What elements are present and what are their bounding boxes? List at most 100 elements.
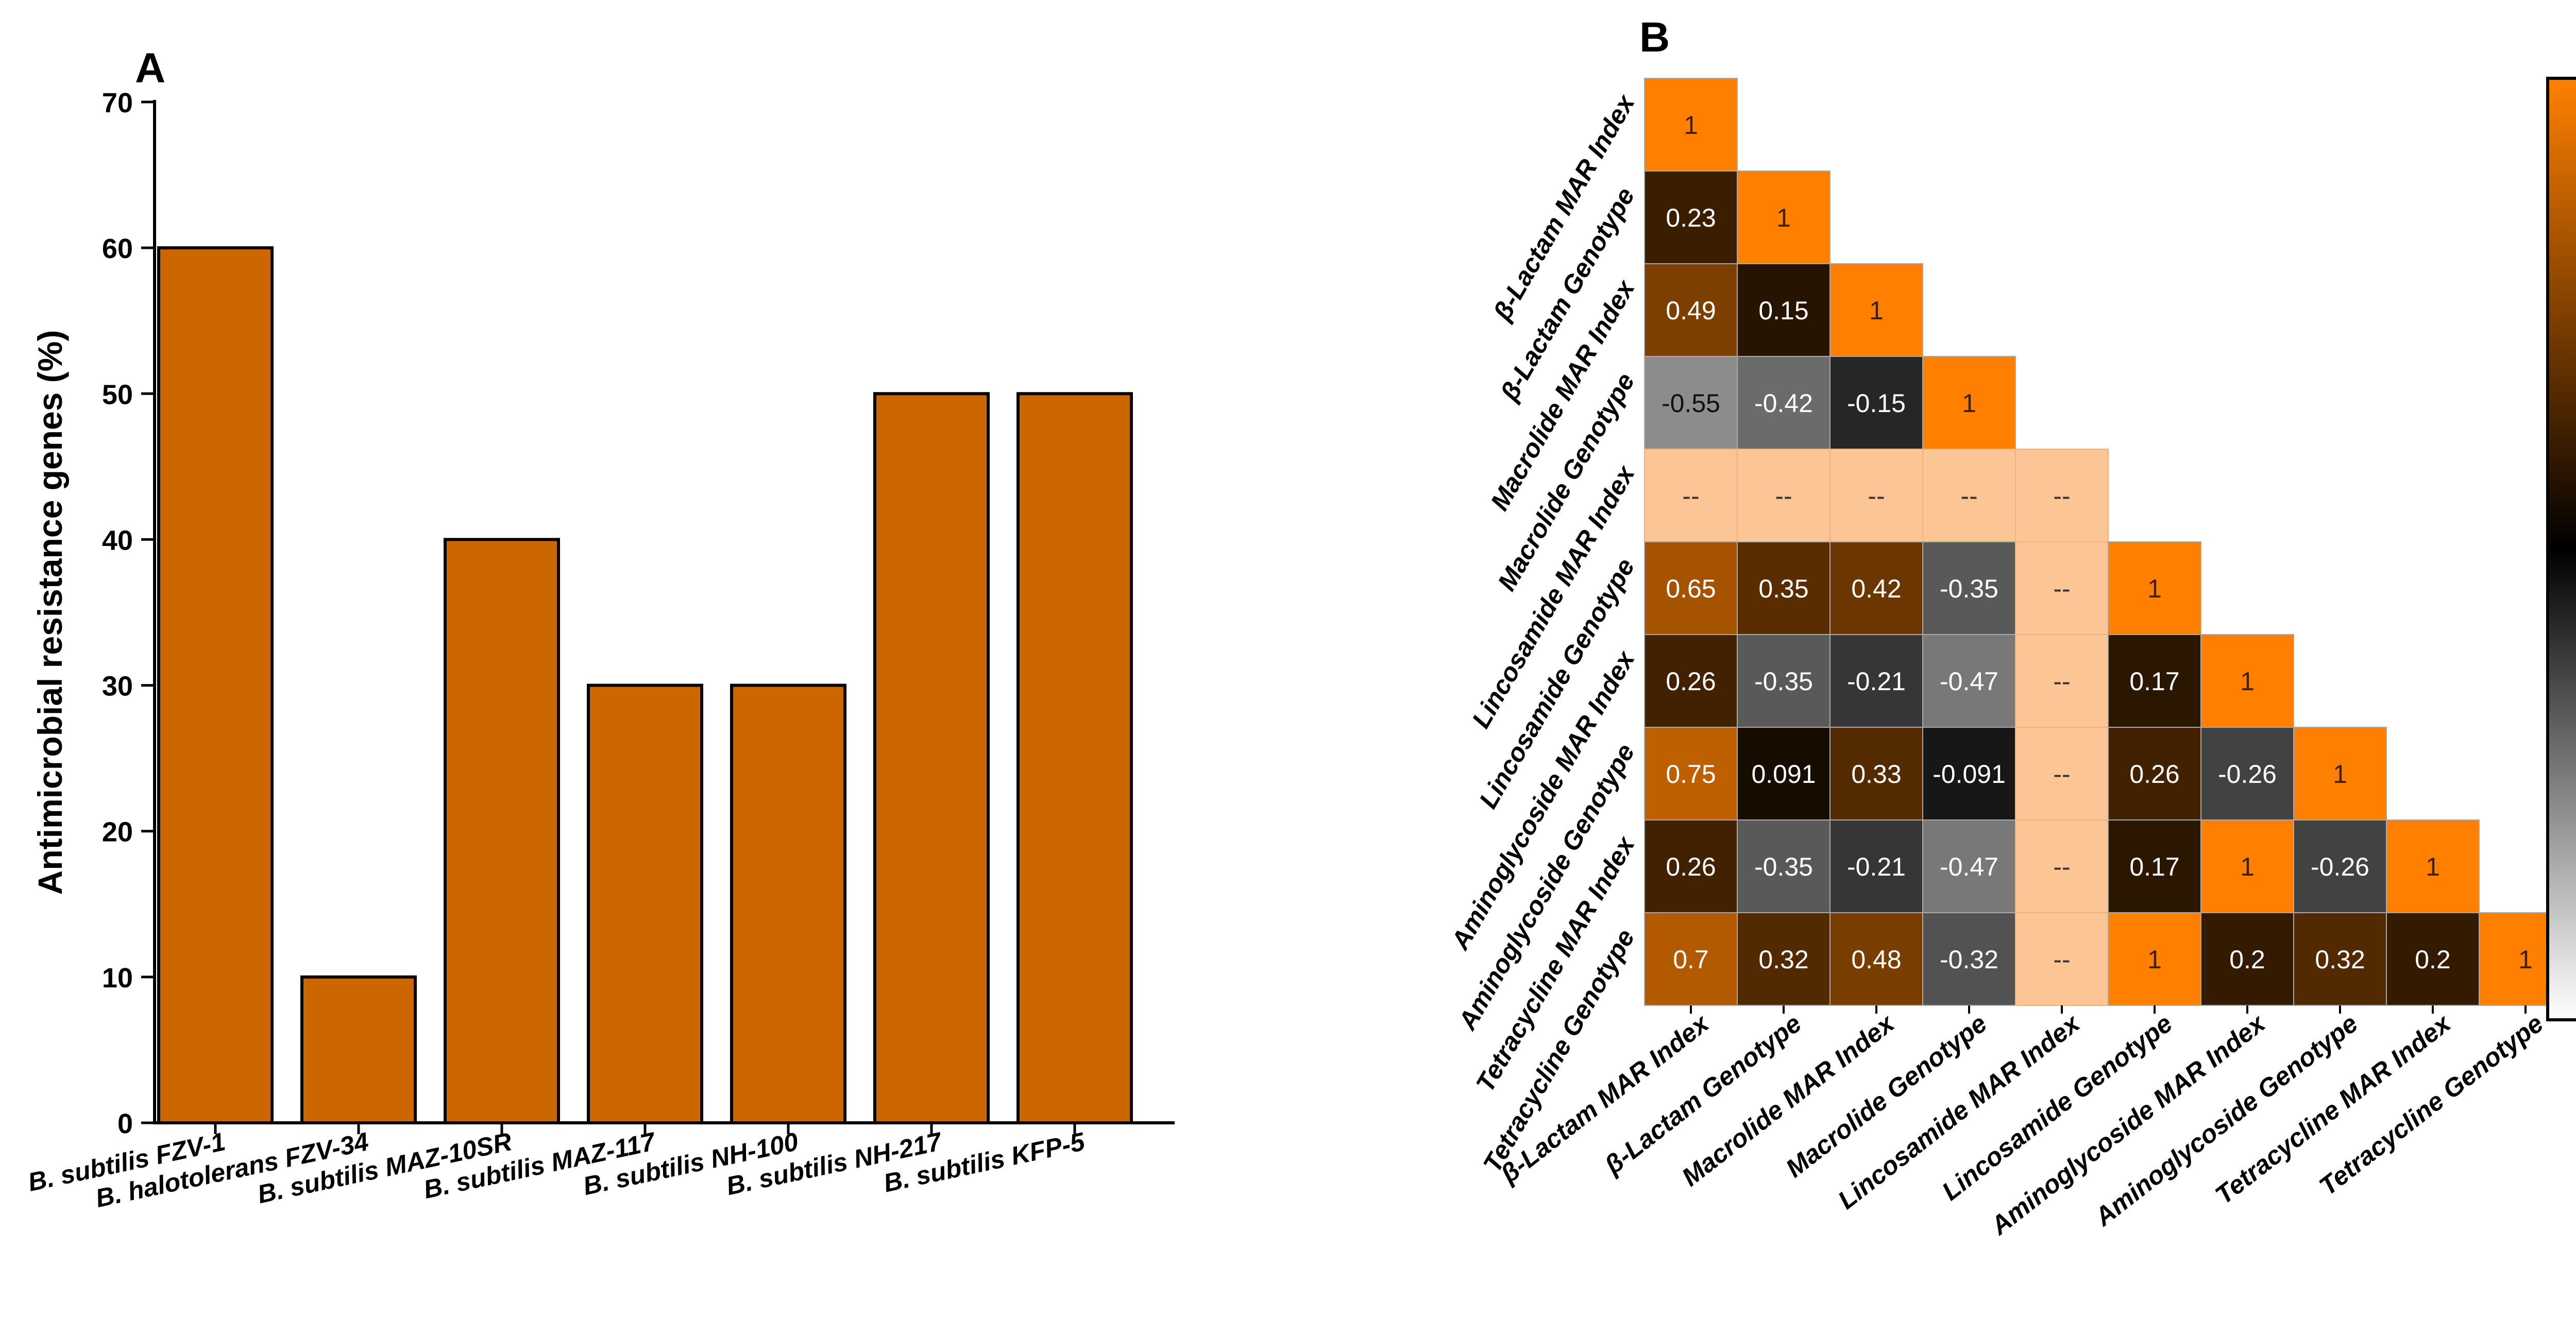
heatmap-cell [2108,819,2201,913]
cell-value: -- [1960,482,1977,510]
cell-value: -0.47 [1940,667,1998,696]
cell-value: 0.26 [2129,760,2179,789]
heatmap-cell [2015,727,2109,820]
cell-value: 1 [2147,574,2162,603]
heatmap-cell [1644,541,1738,635]
cell-value: 0.33 [1851,760,1901,789]
cell-value: 0.65 [1666,574,1716,603]
cell-value: -0.35 [1940,574,1998,603]
cell-value: 0.7 [1673,945,1709,974]
heatmap-cell [1644,727,1738,820]
heatmap-cell [1829,263,1923,357]
heatmap-cell [2108,541,2201,635]
heatmap-cell [1737,449,1831,542]
cell-value: -0.091 [1933,760,2006,789]
heatmap-cell [2200,912,2294,1006]
cell-value: 0.2 [2415,945,2451,974]
y-tick-label: 30 [102,671,133,702]
cell-value: 0.26 [1666,852,1716,881]
cell-value: 0.17 [2129,852,2179,881]
heatmap-cell [1829,541,1923,635]
bar [1016,392,1133,1124]
heatmap-cell [2293,727,2387,820]
cell-value: 1 [2240,667,2255,696]
heatmap-cell [2015,541,2109,635]
heatmap-cell [1829,819,1923,913]
heatmap-cell [1829,634,1923,728]
cell-value: 0.091 [1751,760,1816,789]
cell-value: -- [1868,482,1885,510]
cell-value: 0.26 [1666,667,1716,696]
cell-value: -- [2053,667,2070,696]
colorbar [2546,77,2576,1021]
cell-value: -- [2053,852,2070,881]
bar [444,538,560,1124]
cell-value: 1 [1684,111,1698,140]
y-tick-label: 40 [102,525,133,556]
heatmap-cell [2200,634,2294,728]
cell-value: 1 [2426,852,2440,881]
y-tick-label: 60 [102,233,133,264]
cell-value: 0.35 [1758,574,1808,603]
cell-value: -- [2053,574,2070,603]
cell-value: -- [1682,482,1699,510]
cell-value: -0.21 [1847,852,1906,881]
cell-value: 1 [2333,760,2347,789]
cell-value: 1 [2240,852,2255,881]
y-tick-label: 20 [102,817,133,848]
heatmap-cell [1644,78,1738,172]
heatmap-cell [1737,356,1831,450]
cell-value: 0.32 [1758,945,1808,974]
cell-value: -0.35 [1754,852,1813,881]
heatmap-cell [1737,541,1831,635]
bar [157,246,274,1125]
cell-value: 0.23 [1666,203,1716,232]
cell-value: -0.47 [1940,852,1998,881]
heatmap-cell [1922,912,2016,1006]
cell-value: 1 [2147,945,2162,974]
bar [730,683,846,1124]
cell-value: 0.48 [1851,945,1901,974]
cell-value: -- [2053,945,2070,974]
cell-value: 0.2 [2229,945,2265,974]
bar [873,392,990,1124]
panel-label-a: A [135,45,165,92]
bar [300,975,417,1125]
heatmap-cell [1737,170,1831,264]
heatmap-cell [1737,634,1831,728]
cell-value: -- [2053,482,2070,510]
cell-value: 0.15 [1758,296,1808,325]
heatmap-cell [2108,727,2201,820]
y-tick-label: 70 [102,88,133,118]
cell-value: 0.75 [1666,760,1716,789]
cell-value: -0.21 [1847,667,1906,696]
y-tick-label: 50 [102,379,133,410]
cell-value: 1 [2518,945,2533,974]
cell-value: -0.32 [1940,945,1998,974]
heatmap-cell [1644,449,1738,542]
y-tick-label: 0 [117,1108,133,1139]
heatmap-cell [1829,727,1923,820]
cell-value: 0.32 [2315,945,2365,974]
heatmap-cell [2386,819,2480,913]
heatmap-cell [1922,819,2016,913]
cell-value: -- [1775,482,1792,510]
heatmap-cell [2015,634,2109,728]
cell-value: -0.26 [2311,852,2369,881]
cell-value: -- [2053,760,2070,789]
cell-value: 1 [1776,203,1791,232]
cell-value: 1 [1869,296,1884,325]
cell-value: -0.26 [2218,760,2277,789]
y-axis-title: Antimicrobial resistance genes (%) [31,330,69,895]
cell-value: -0.55 [1662,389,1720,418]
cell-value: -0.15 [1847,389,1906,418]
heatmap-cell [1644,263,1738,357]
heatmap-cell [1737,912,1831,1006]
heatmap-cell [2386,912,2480,1006]
bar [587,683,703,1124]
heatmap-panel: B 1 0.23 1 0.49 0.15 1 -0.55 -0.42 -0.15 1 -- -- -- --… [1445,14,2576,1241]
heatmap-cell [2293,912,2387,1006]
heatmap-cell [1737,727,1831,820]
cell-value: 0.17 [2129,667,2179,696]
